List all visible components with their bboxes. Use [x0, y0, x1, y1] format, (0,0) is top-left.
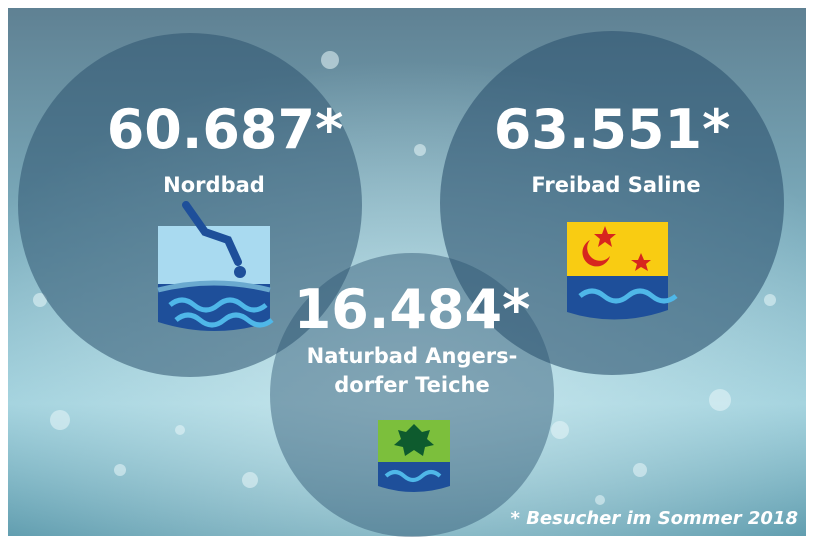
pool-name: Nordbad: [163, 173, 265, 197]
pool-name: Freibad Saline: [531, 173, 700, 197]
footnote: * Besucher im Sommer 2018: [511, 508, 798, 529]
page: 60.687* Nordbad 63.551* Freibad Saline 1…: [0, 0, 814, 544]
infographic: 60.687* Nordbad 63.551* Freibad Saline 1…: [0, 0, 814, 544]
pool-name: Naturbad Angers-: [307, 344, 518, 368]
pool-name: dorfer Teiche: [334, 373, 489, 397]
icon-saline: [567, 222, 676, 320]
visitor-count: 60.687*: [107, 98, 344, 161]
visitor-count: 16.484*: [294, 278, 531, 341]
visitor-count: 63.551*: [494, 98, 731, 161]
icon-naturbad: [378, 420, 450, 492]
